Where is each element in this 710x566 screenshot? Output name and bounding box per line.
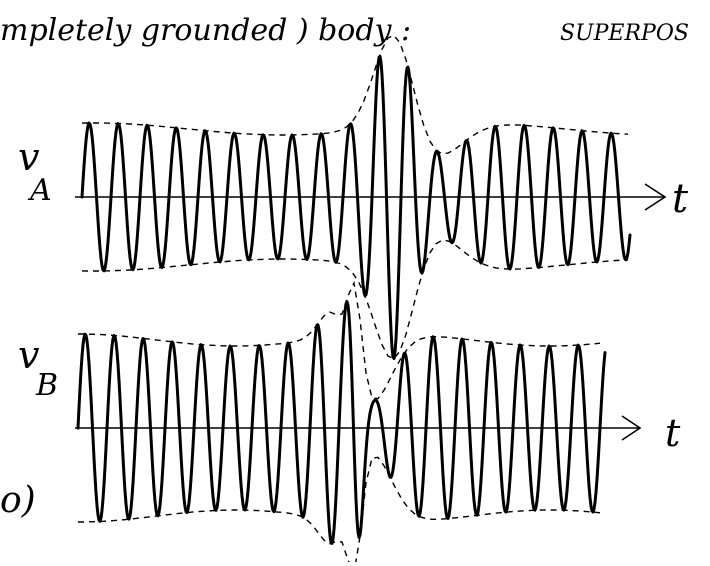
subscript: A [27,173,52,208]
note: mpletely grounded ) body : [0,13,411,48]
axis-label: t [665,411,681,455]
undefined [82,56,630,358]
envelope [82,35,628,153]
axis-label: t [672,176,689,222]
sketch: mpletely grounded ) body : SUPERPOS v A … [0,0,710,562]
part-label: o) [0,480,36,521]
subscript: B [35,368,58,403]
caps-note: SUPERPOS [560,21,689,46]
page: mpletely grounded ) body : SUPERPOS v A … [0,0,710,562]
envelope [78,283,600,399]
undefined [78,302,605,544]
